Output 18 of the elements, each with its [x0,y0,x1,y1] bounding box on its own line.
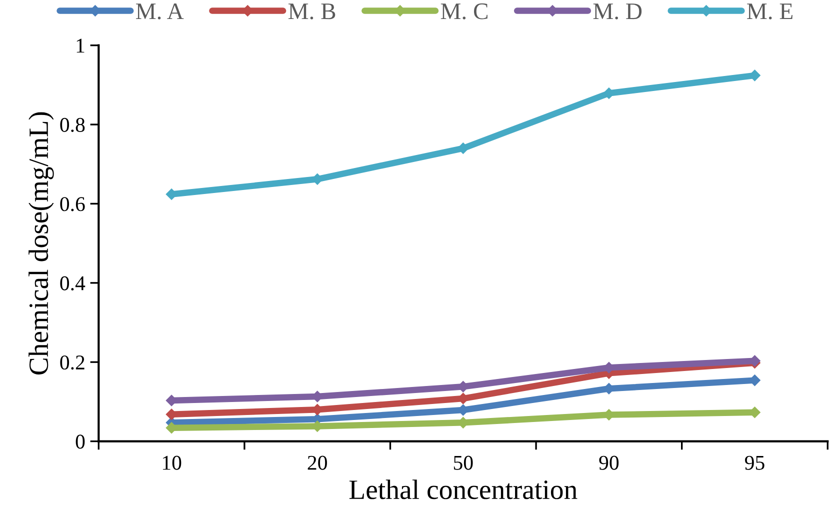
x-axis-title: Lethal concentration [349,480,578,500]
x-tick-label: 50 [454,456,473,470]
y-tick-label: 0 [76,434,85,449]
legend-label: M. B [288,4,336,20]
x-tick-label: 10 [162,456,182,470]
x-tick-label: 20 [308,456,327,470]
legend-label: M. D [593,4,642,20]
y-tick-label: 0.6 [60,197,85,212]
legend-label: M. E [747,4,792,20]
y-tick-label: 0.8 [60,118,85,132]
legend-label: M. C [440,3,488,20]
x-tick-label: 90 [599,456,619,470]
y-tick-label: 1 [76,38,84,53]
legend-label: M. A [136,3,184,20]
y-tick-label: 0.4 [60,276,86,290]
y-tick-label: 0.2 [60,355,84,370]
y-axis-title: Chemical dose(mg/mL) [28,112,54,374]
x-tick-label: 95 [744,456,764,470]
